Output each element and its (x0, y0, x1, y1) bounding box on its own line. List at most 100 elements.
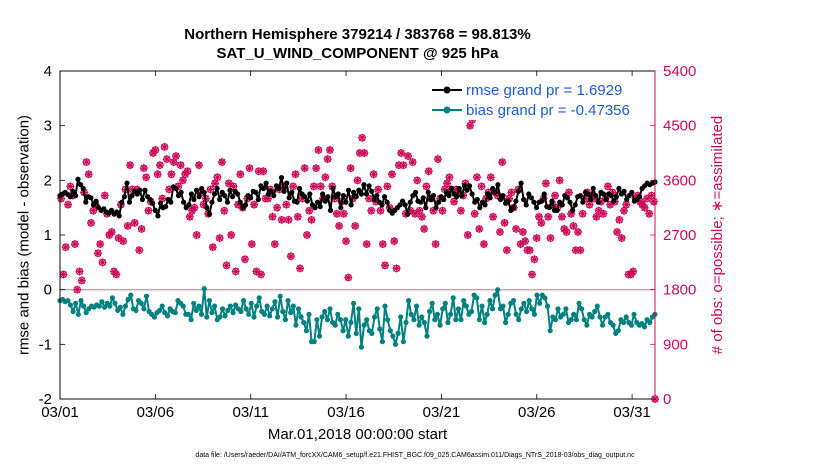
series-point-bias (395, 330, 401, 336)
obs-assimilated-marker (300, 164, 309, 173)
series-point-rmse (546, 205, 553, 211)
obs-count-marker (59, 270, 68, 279)
series-point-rmse (296, 185, 303, 192)
obs-assimilated-marker (142, 173, 151, 182)
series-point-rmse (75, 176, 81, 182)
obs-assimilated-marker (376, 206, 385, 215)
obs-assimilated-marker (392, 264, 401, 273)
series-point-bias (267, 313, 273, 319)
series-point-bias (122, 303, 129, 309)
obs-count-marker (424, 167, 433, 176)
obs-assimilated-marker (562, 227, 571, 236)
obs-assimilated-marker (544, 212, 553, 221)
obs-assimilated-marker (571, 246, 580, 255)
series-point-rmse (570, 207, 576, 213)
obs-assimilated-marker (629, 267, 638, 276)
series-point-bias (390, 333, 396, 339)
obs-count-marker (463, 231, 472, 239)
obs-count-marker (413, 176, 422, 185)
obs-count-marker (66, 182, 75, 191)
series-point-rmse (616, 185, 622, 192)
obs-assimilated-marker (466, 121, 475, 130)
x-tick-label: 03/16 (327, 404, 365, 421)
y-tick-label-right: 1800 (663, 282, 696, 299)
obs-assimilated-marker (231, 267, 240, 276)
series-point-bias (450, 295, 456, 301)
obs-assimilated-marker (498, 158, 507, 167)
series-point-rmse (181, 199, 187, 205)
series-point-bias (311, 339, 317, 345)
series-point-rmse (495, 182, 501, 188)
series-point-bias (316, 333, 323, 339)
obs-count-marker (240, 255, 249, 264)
series-point-rmse (281, 188, 287, 194)
series-point-rmse (284, 180, 290, 186)
obs-count-marker (305, 206, 314, 215)
y-tick-label-left: -1 (39, 336, 52, 353)
obs-count-marker (576, 246, 585, 255)
obs-assimilated-marker (606, 200, 615, 209)
series-point-bias (272, 299, 278, 305)
series-point-rmse (487, 195, 493, 201)
obs-count-marker (528, 270, 537, 279)
obs-count-marker (96, 240, 105, 249)
obs-assimilated-marker (525, 246, 534, 255)
series-point-bias (356, 306, 362, 312)
x-tick-label: 03/01 (41, 404, 79, 421)
series-point-bias (172, 310, 178, 316)
y-tick-label-left: 1 (44, 227, 52, 244)
obs-assimilated-marker (576, 246, 585, 255)
obs-assimilated-marker (413, 176, 422, 185)
series-point-rmse (366, 183, 372, 189)
series-point-rmse (204, 205, 210, 211)
obs-count-marker (84, 170, 93, 179)
obs-assimilated-marker (289, 182, 298, 191)
obs-assimilated-marker (298, 194, 307, 203)
series-point-bias (547, 328, 553, 334)
series-point-rmse (353, 194, 359, 200)
series-point-rmse (93, 198, 99, 204)
series-point-bias (448, 311, 454, 317)
series-point-rmse (624, 196, 630, 203)
obs-count-marker (358, 133, 367, 142)
obs-assimilated-marker (569, 221, 578, 230)
obs-assimilated-marker (332, 209, 341, 218)
obs-assimilated-marker (369, 170, 378, 179)
series-point-rmse (461, 183, 467, 189)
obs-assimilated-marker (73, 285, 82, 294)
obs-count-marker (613, 227, 622, 236)
series-point-rmse (595, 199, 601, 205)
obs-count-marker (344, 273, 353, 282)
obs-assimilated-marker (534, 212, 543, 221)
legend-swatch-rmse (432, 86, 462, 94)
obs-count-marker (119, 237, 128, 246)
series-point-bias (589, 314, 595, 320)
obs-assimilated-marker (172, 152, 181, 161)
obs-assimilated-marker (512, 224, 521, 233)
obs-assimilated-marker (70, 240, 79, 249)
obs-count-marker (367, 206, 376, 215)
obs-count-marker (222, 261, 231, 270)
obs-count-marker (300, 164, 309, 173)
data-file-footer: data file: /Users/raeder/DAI/ATM_forcXX/… (195, 452, 635, 459)
series-point-rmse (490, 185, 496, 192)
obs-assimilated-marker (530, 255, 539, 264)
obs-assimilated-marker (192, 231, 201, 239)
obs-assimilated-marker (344, 273, 353, 282)
series-point-rmse (224, 199, 230, 205)
series-point-bias (628, 322, 635, 328)
series-point-bias (361, 322, 367, 328)
series-point-rmse (343, 199, 349, 205)
x-tick-label: 03/21 (423, 404, 461, 421)
obs-assimilated-marker (277, 215, 286, 224)
series-point-rmse (464, 187, 470, 193)
series-point-rmse (454, 194, 460, 200)
series-point-bias (99, 299, 105, 305)
series-point-rmse (541, 191, 547, 197)
obs-assimilated-marker (259, 167, 268, 176)
y-tick-label-left: -2 (39, 391, 52, 408)
y-axis-label-right: # of obs: o=possible; ∗=assimilated (709, 115, 726, 355)
series-point-bias (563, 306, 569, 312)
obs-count-marker (312, 164, 321, 173)
